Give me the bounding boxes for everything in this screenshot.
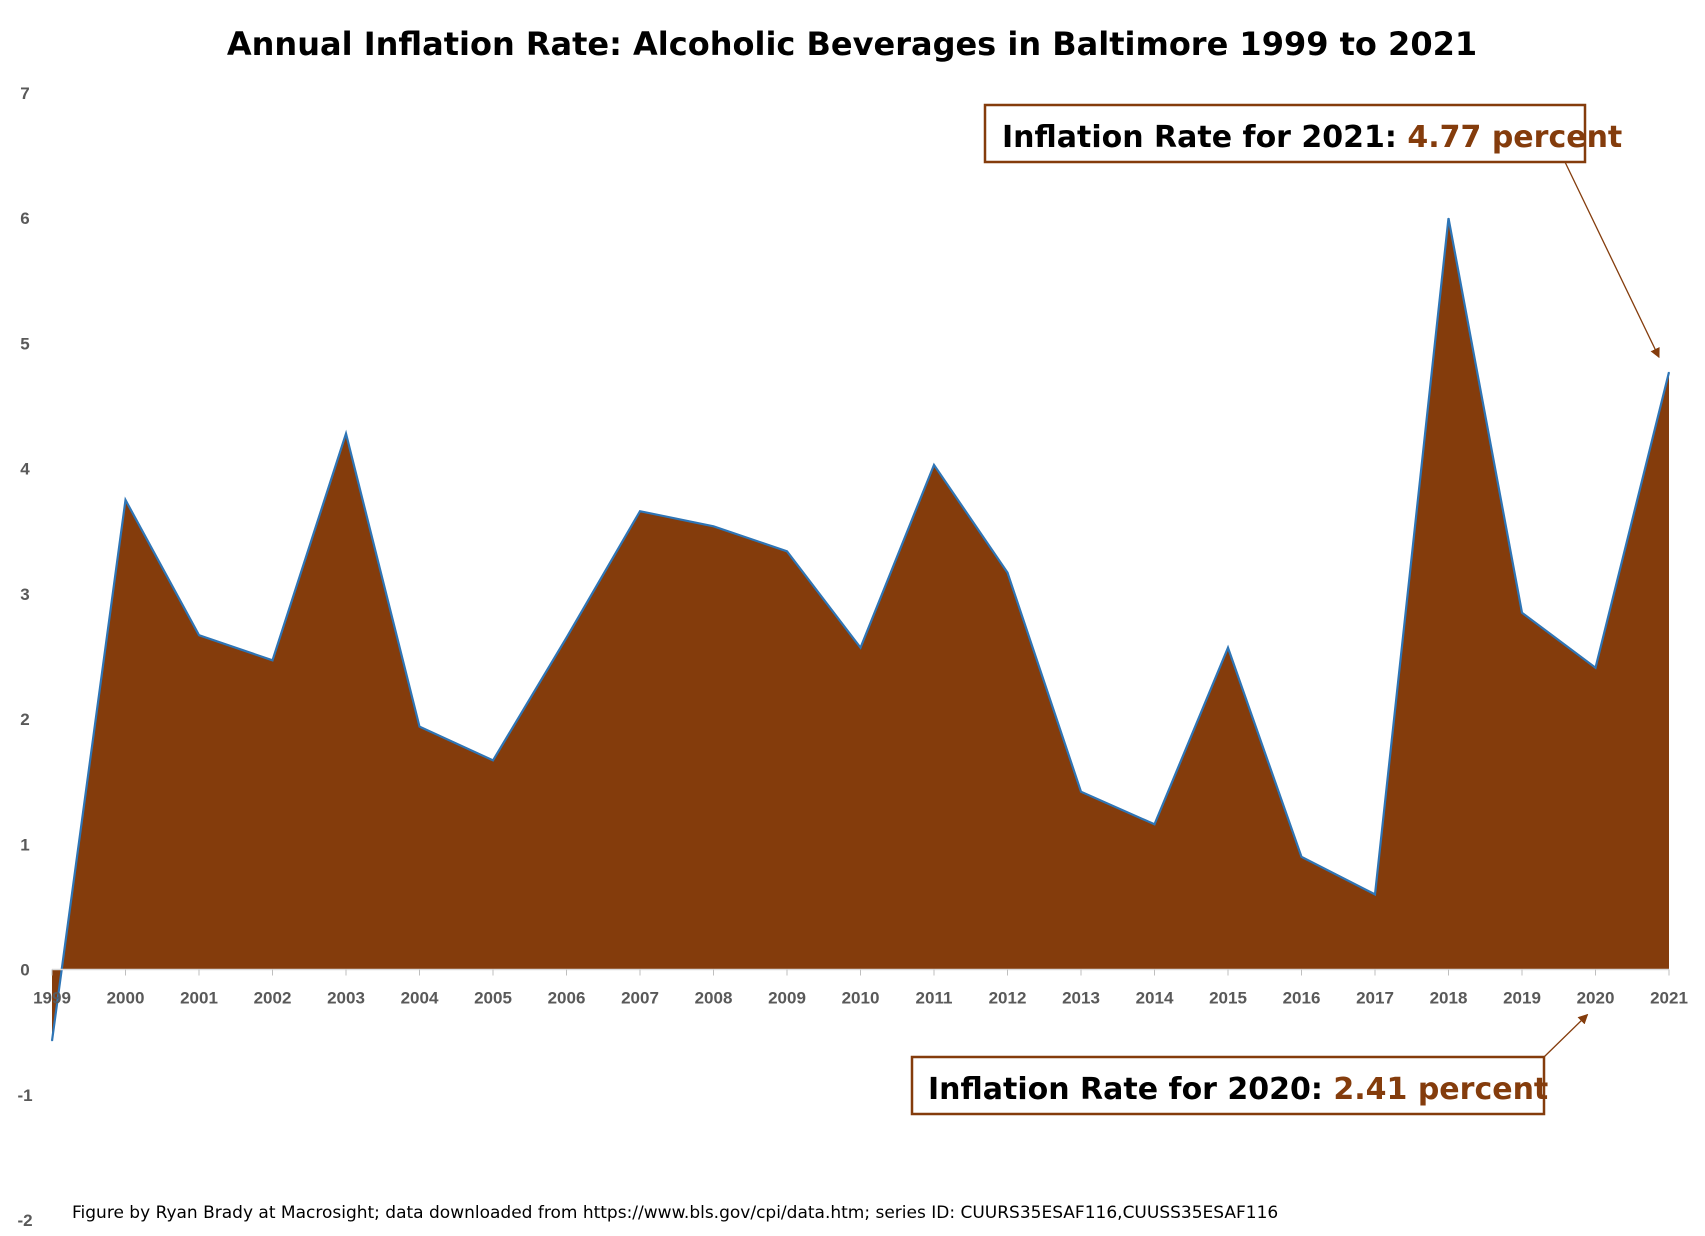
- y-tick-label: -1: [17, 1086, 32, 1105]
- data-point: [860, 647, 861, 649]
- data-point: [566, 637, 567, 639]
- annotation-label: Inflation Rate for 2020:: [928, 1072, 1333, 1107]
- data-point: [1154, 823, 1155, 825]
- y-tick-label: 2: [20, 710, 29, 729]
- annotation-value: 2.41 percent: [1333, 1072, 1548, 1107]
- x-tick-label: 2012: [989, 989, 1027, 1008]
- x-tick-label: 2008: [695, 989, 733, 1008]
- annotation-text: Inflation Rate for 2020: 2.41 percent: [928, 1072, 1548, 1107]
- data-point: [1080, 791, 1082, 793]
- x-tick-label: 2017: [1356, 989, 1394, 1008]
- area-series: [52, 218, 1669, 1041]
- data-point: [1595, 667, 1596, 669]
- data-point: [1521, 612, 1523, 614]
- annotation-label: Inflation Rate for 2021:: [1002, 120, 1407, 155]
- y-tick-label: 1: [20, 835, 29, 854]
- x-tick-label: 2015: [1209, 989, 1247, 1008]
- data-point: [272, 659, 273, 661]
- data-point: [419, 726, 420, 728]
- x-tick-label: 2004: [401, 989, 439, 1008]
- x-tick-label: 2019: [1503, 989, 1541, 1008]
- x-tick-label: 2000: [107, 989, 145, 1008]
- data-point: [1301, 856, 1302, 858]
- annotation-arrow: [1543, 1013, 1589, 1058]
- x-tick-label: 2007: [621, 989, 659, 1008]
- y-tick-label: 4: [20, 460, 30, 479]
- data-point: [125, 499, 126, 501]
- chart-title: Annual Inflation Rate: Alcoholic Beverag…: [227, 25, 1477, 63]
- y-tick-label: -2: [17, 1211, 32, 1230]
- x-tick-label: 2001: [180, 989, 218, 1008]
- x-axis: 1999 2000 2001 2002 2003 2004 2005 2006 2007 2008…: [33, 969, 1688, 1008]
- x-tick-label: 2020: [1577, 989, 1615, 1008]
- y-tick-label: 7: [20, 84, 29, 103]
- x-tick-label: 2005: [474, 989, 512, 1008]
- x-tick-label: 2016: [1283, 989, 1321, 1008]
- y-tick-label: 0: [20, 961, 29, 980]
- plot-area: [50, 217, 1671, 1042]
- data-point: [345, 433, 347, 435]
- data-point: [786, 550, 788, 552]
- x-tick-label: 2010: [842, 989, 880, 1008]
- y-tick-label: 6: [20, 209, 29, 228]
- x-tick-label: 2021: [1650, 989, 1688, 1008]
- footnote: Figure by Ryan Brady at Macrosight; data…: [72, 1203, 1278, 1223]
- annotation-value: 4.77 percent: [1407, 120, 1622, 155]
- data-point: [1374, 893, 1376, 895]
- data-point: [492, 759, 494, 761]
- annotation-arrow: [1564, 161, 1660, 359]
- x-tick-label: 2011: [916, 989, 953, 1008]
- data-point: [1007, 572, 1008, 574]
- x-tick-label: 2018: [1430, 989, 1468, 1008]
- annotation-callout: Inflation Rate for 2020: 2.41 percent: [910, 1013, 1589, 1116]
- x-tick-label: 2002: [254, 989, 292, 1008]
- annotation-box: [910, 1055, 1546, 1116]
- data-point: [713, 525, 714, 527]
- x-tick-label: 2006: [548, 989, 586, 1008]
- x-tick-label: 2003: [327, 989, 365, 1008]
- data-point: [51, 1040, 53, 1042]
- y-tick-label: 3: [20, 585, 29, 604]
- data-point: [639, 510, 641, 512]
- y-tick-label: 5: [20, 334, 29, 353]
- y-axis: -2 -1 0 1 2 3 4 5 6 7: [17, 84, 32, 1230]
- data-point: [1668, 371, 1670, 373]
- annotation-text: Inflation Rate for 2021: 4.77 percent: [1002, 120, 1622, 155]
- data-point: [1227, 647, 1229, 649]
- x-tick-label: 2013: [1062, 989, 1100, 1008]
- data-point: [1448, 217, 1449, 219]
- x-tick-label: 2009: [768, 989, 806, 1008]
- annotation-callout: Inflation Rate for 2021: 4.77 percent: [983, 103, 1660, 359]
- data-point: [933, 464, 935, 466]
- annotation-box: [983, 103, 1587, 164]
- data-point: [198, 634, 200, 636]
- annotations: Inflation Rate for 2021: 4.77 percentInf…: [910, 103, 1660, 1116]
- x-tick-label: 2014: [1136, 989, 1174, 1008]
- x-tick-label: 1999: [33, 989, 71, 1008]
